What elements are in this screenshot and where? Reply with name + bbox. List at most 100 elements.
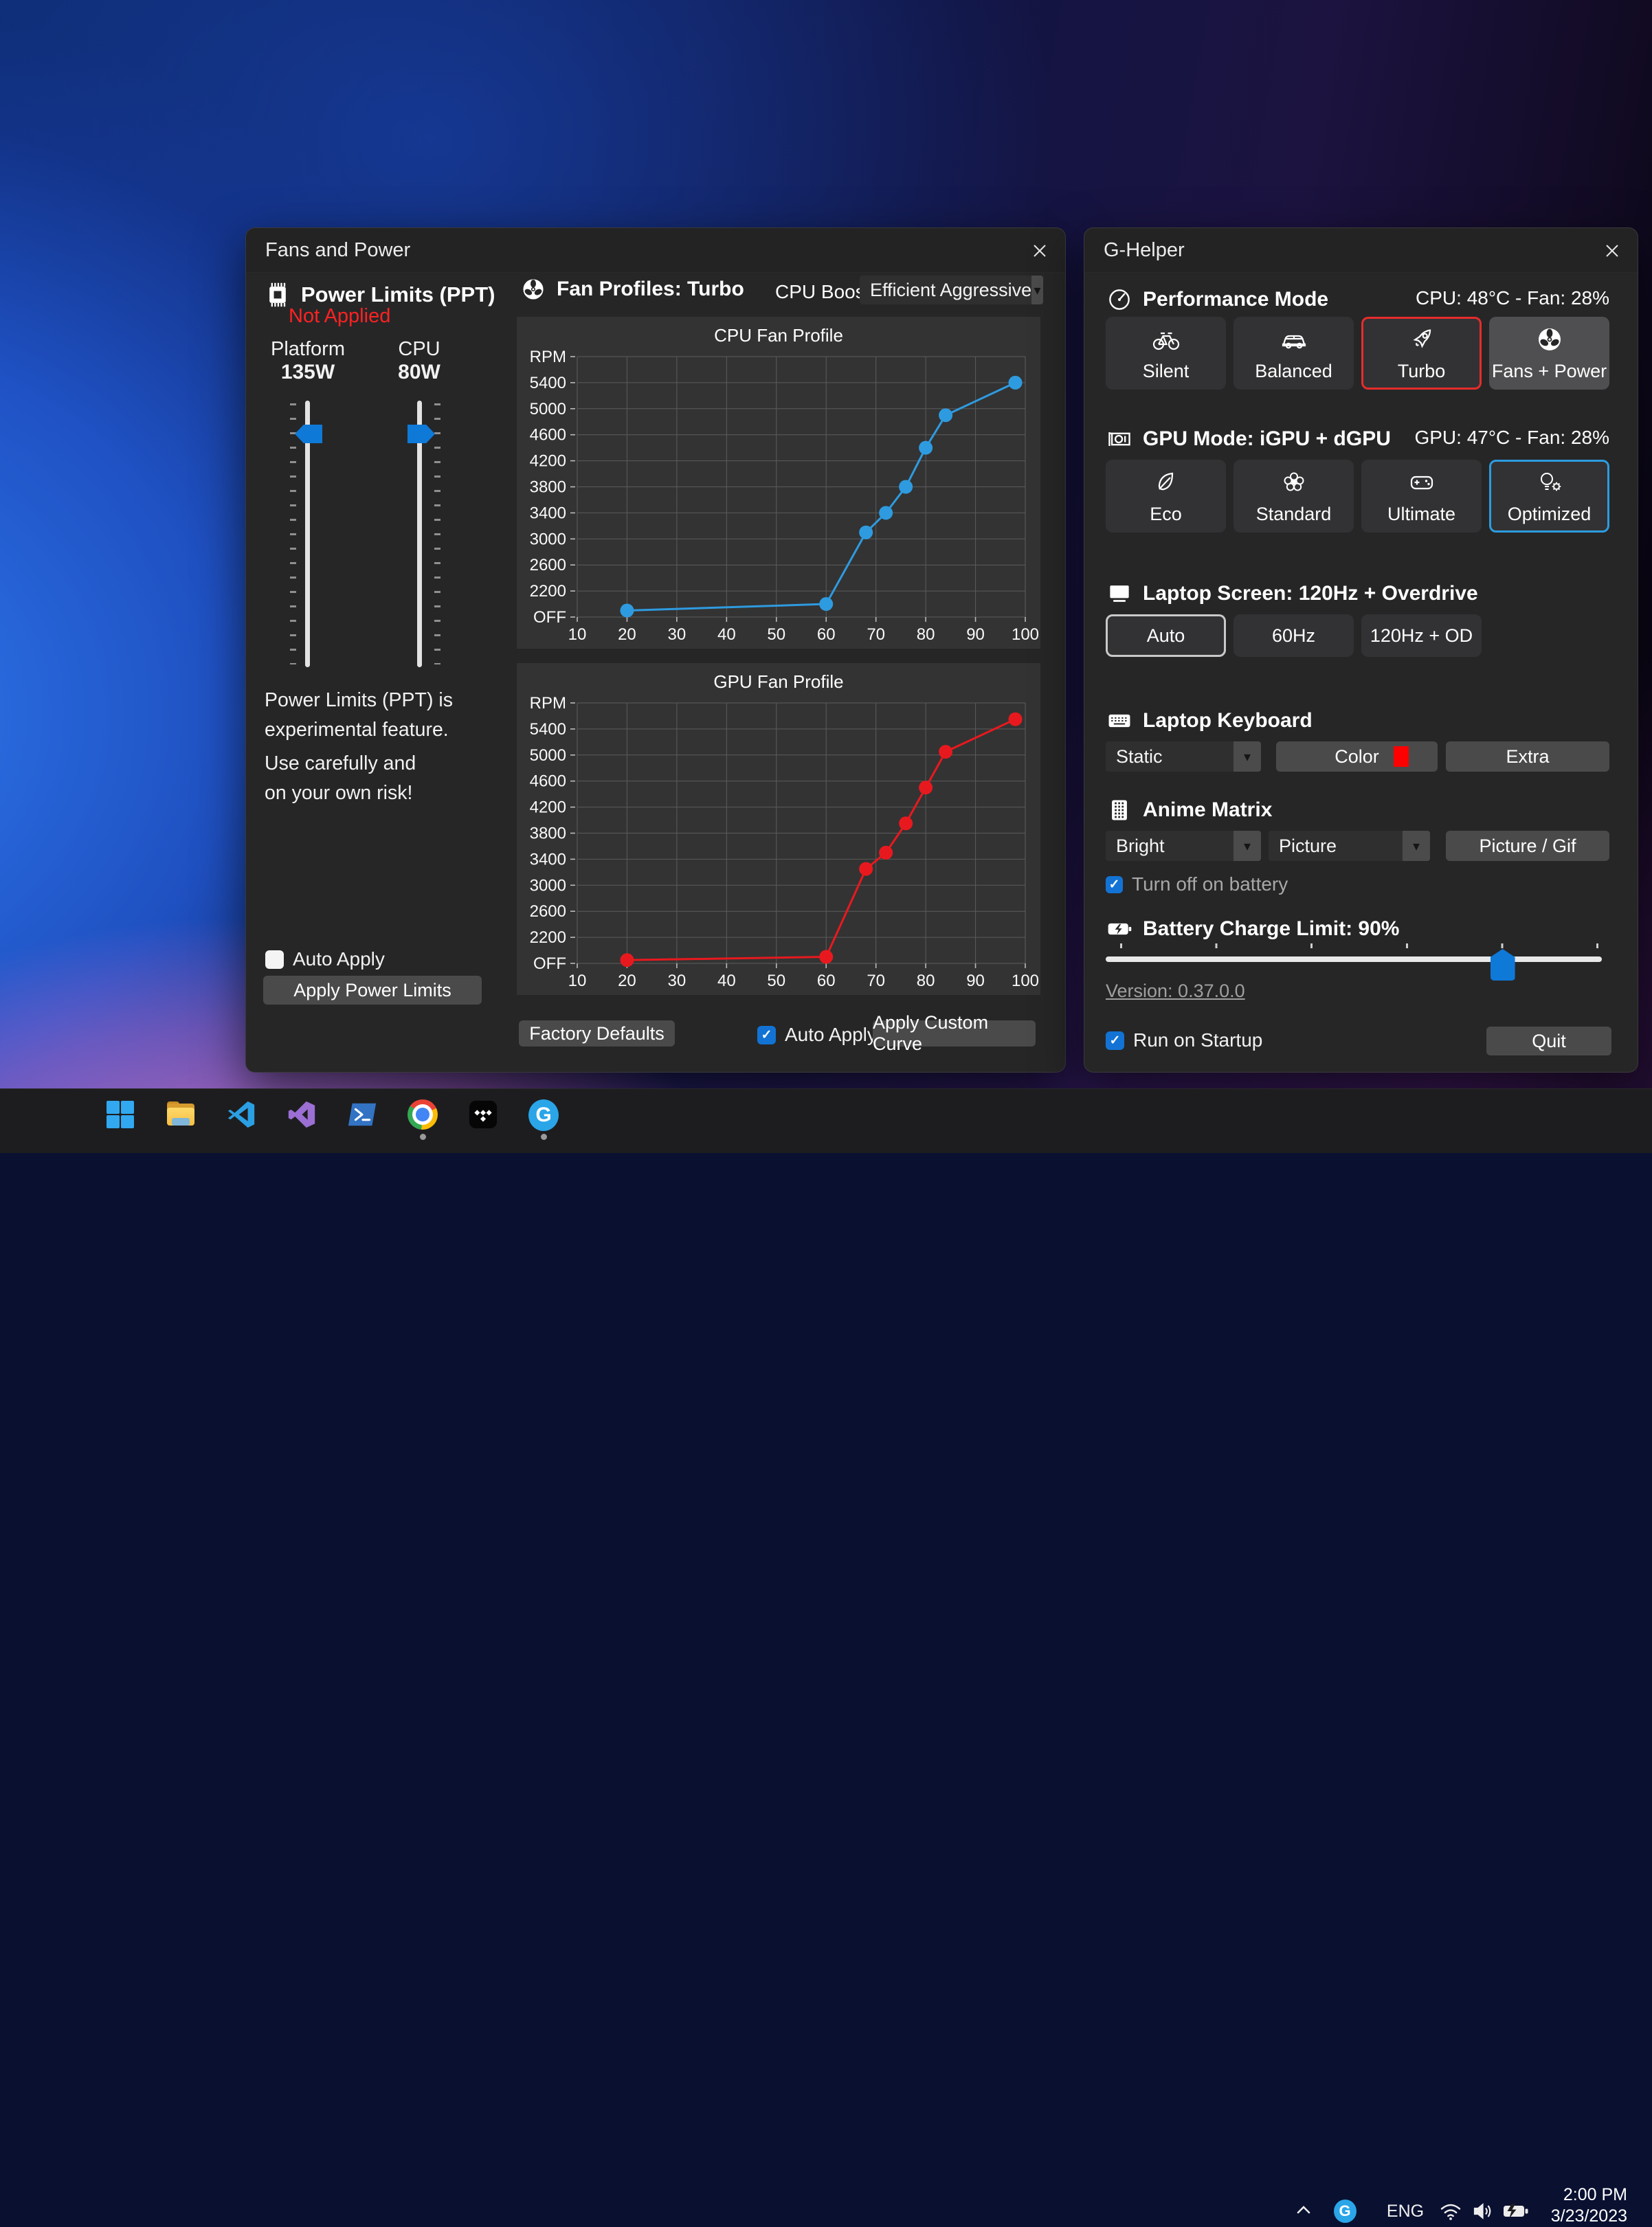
svg-text:20: 20 bbox=[618, 625, 636, 644]
fan-icon bbox=[1534, 324, 1565, 355]
chevron-down-icon[interactable] bbox=[1234, 831, 1261, 861]
factory-defaults-button[interactable]: Factory Defaults bbox=[519, 1020, 675, 1047]
gpu-card-icon bbox=[1106, 425, 1133, 453]
tidal-button[interactable] bbox=[467, 1099, 499, 1143]
power-auto-apply-checkbox[interactable] bbox=[265, 950, 284, 969]
tray-chevron-up-icon[interactable] bbox=[1292, 2200, 1315, 2222]
run-on-startup-checkbox[interactable] bbox=[1106, 1031, 1124, 1050]
apply-power-limits-button[interactable]: Apply Power Limits bbox=[263, 976, 482, 1005]
apply-custom-curve-button[interactable]: Apply Custom Curve bbox=[873, 1020, 1036, 1047]
gpu-eco[interactable]: Eco bbox=[1106, 460, 1226, 533]
chrome-button[interactable] bbox=[407, 1099, 438, 1143]
chevron-down-icon[interactable] bbox=[1031, 276, 1043, 304]
tray-time: 2:00 PM bbox=[1551, 2184, 1627, 2206]
tray-language[interactable]: ENG bbox=[1378, 2200, 1433, 2223]
svg-text:3400: 3400 bbox=[530, 850, 566, 869]
keyboard-color-button[interactable]: Color bbox=[1276, 741, 1438, 772]
cpu-boost-label: CPU Boost bbox=[775, 281, 871, 303]
battery-slider-thumb[interactable] bbox=[1491, 949, 1515, 981]
file-explorer-button[interactable] bbox=[165, 1099, 197, 1143]
curve-auto-apply-checkbox[interactable] bbox=[757, 1026, 776, 1044]
svg-text:5400: 5400 bbox=[530, 720, 566, 739]
cpu-boost-dropdown[interactable]: Efficient Aggressive bbox=[860, 276, 1043, 304]
power-limits-status: Not Applied bbox=[289, 305, 390, 328]
powershell-button[interactable] bbox=[346, 1099, 378, 1143]
chevron-down-icon[interactable] bbox=[1234, 741, 1261, 772]
cpu-slider-ticks bbox=[434, 403, 440, 664]
tile-label: Ultimate bbox=[1387, 504, 1455, 525]
mode-silent[interactable]: Silent bbox=[1106, 317, 1226, 390]
keyboard-mode-dropdown[interactable]: Static bbox=[1106, 741, 1261, 772]
cpu-temp-status: CPU: 48°C - Fan: 28% bbox=[1416, 287, 1609, 309]
monitor-icon bbox=[1106, 580, 1133, 607]
mode-balanced[interactable]: Balanced bbox=[1234, 317, 1354, 390]
ghelper-titlebar[interactable]: G-Helper bbox=[1084, 228, 1638, 273]
platform-slider-ticks bbox=[290, 403, 296, 664]
battery-slider[interactable] bbox=[1106, 956, 1602, 962]
keyboard-icon bbox=[1106, 707, 1133, 735]
gpu-optimized[interactable]: Optimized bbox=[1489, 460, 1609, 533]
svg-text:OFF: OFF bbox=[533, 608, 566, 627]
g-helper-taskbar-button[interactable]: G bbox=[528, 1099, 559, 1143]
battery-slider-ticks bbox=[1120, 943, 1601, 948]
battery-tray-icon[interactable] bbox=[1502, 2200, 1530, 2223]
tile-label: Turbo bbox=[1398, 361, 1446, 382]
close-icon[interactable] bbox=[1599, 238, 1625, 264]
visual-studio-button[interactable] bbox=[286, 1099, 317, 1143]
tile-label: Fans + Power bbox=[1492, 361, 1607, 382]
gpu-ultimate[interactable]: Ultimate bbox=[1361, 460, 1482, 533]
powershell-icon bbox=[346, 1099, 378, 1130]
matrix-battery-row: Turn off on battery bbox=[1106, 873, 1288, 895]
svg-text:10: 10 bbox=[568, 972, 587, 990]
tidal-icon bbox=[467, 1099, 499, 1130]
screen-60hz[interactable]: 60Hz bbox=[1234, 614, 1354, 657]
svg-text:100: 100 bbox=[1012, 625, 1039, 644]
matrix-running-dropdown[interactable]: Picture bbox=[1269, 831, 1430, 861]
tray-g-helper-icon[interactable]: G bbox=[1333, 2200, 1357, 2223]
fans-window-titlebar[interactable]: Fans and Power bbox=[246, 228, 1065, 273]
car-icon bbox=[1279, 324, 1309, 355]
matrix-brightness-dropdown[interactable]: Bright bbox=[1106, 831, 1261, 861]
mode-turbo[interactable]: Turbo bbox=[1361, 317, 1482, 390]
screen-auto[interactable]: Auto bbox=[1106, 614, 1226, 657]
vscode-button[interactable] bbox=[225, 1099, 257, 1143]
svg-text:50: 50 bbox=[767, 972, 785, 990]
start-button[interactable] bbox=[104, 1099, 136, 1143]
screen-120hz-od[interactable]: 120Hz + OD bbox=[1361, 614, 1482, 657]
matrix-battery-label: Turn off on battery bbox=[1132, 873, 1288, 895]
keyboard-extra-button[interactable]: Extra bbox=[1446, 741, 1609, 772]
gpu-standard[interactable]: Standard bbox=[1234, 460, 1354, 533]
bicycle-icon bbox=[1151, 324, 1181, 355]
version-link[interactable]: Version: 0.37.0.0 bbox=[1106, 981, 1245, 1002]
svg-text:2600: 2600 bbox=[530, 556, 566, 574]
close-icon[interactable] bbox=[1027, 238, 1053, 264]
laptop-keyboard-heading: Laptop Keyboard bbox=[1106, 707, 1313, 735]
flower-icon bbox=[1279, 467, 1309, 497]
vscode-icon bbox=[225, 1099, 257, 1130]
platform-slider-thumb[interactable] bbox=[295, 425, 322, 443]
svg-text:3800: 3800 bbox=[530, 478, 566, 497]
matrix-picture-gif-button[interactable]: Picture / Gif bbox=[1446, 831, 1609, 861]
leaf-icon bbox=[1151, 467, 1181, 497]
taskbar-clock[interactable]: 2:00 PM 3/23/2023 bbox=[1551, 2184, 1627, 2227]
svg-text:30: 30 bbox=[668, 625, 687, 644]
speaker-icon[interactable] bbox=[1471, 2200, 1495, 2223]
gauge-icon bbox=[1106, 286, 1133, 313]
wifi-icon[interactable] bbox=[1438, 2200, 1463, 2223]
svg-text:2600: 2600 bbox=[530, 902, 566, 921]
fans-window-title: Fans and Power bbox=[265, 228, 410, 272]
chevron-down-icon[interactable] bbox=[1403, 831, 1430, 861]
svg-text:4200: 4200 bbox=[530, 452, 566, 471]
platform-limit-label: Platform 135W bbox=[249, 338, 366, 384]
mode-fans-power[interactable]: Fans + Power bbox=[1489, 317, 1609, 390]
quit-button[interactable]: Quit bbox=[1486, 1027, 1611, 1055]
matrix-battery-checkbox[interactable] bbox=[1106, 876, 1123, 893]
chrome-icon bbox=[407, 1099, 438, 1131]
svg-text:100: 100 bbox=[1012, 972, 1039, 990]
taskbar-app-icons: G bbox=[104, 1099, 559, 1143]
cpu-slider-thumb[interactable] bbox=[408, 425, 435, 443]
tile-label: 120Hz + OD bbox=[1370, 625, 1473, 647]
